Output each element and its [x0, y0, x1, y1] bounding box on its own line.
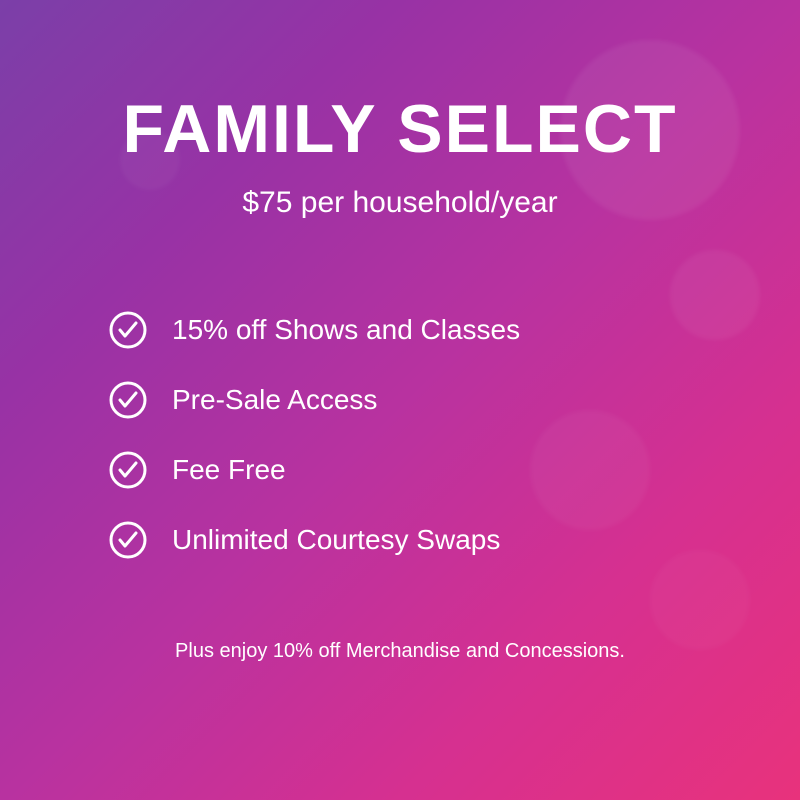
- pricing-card: FAMILY SELECT $75 per household/year 15%…: [0, 0, 800, 800]
- footer-note: Plus enjoy 10% off Merchandise and Conce…: [100, 640, 700, 663]
- check-icon: [108, 450, 148, 490]
- plan-price: $75 per household/year: [100, 186, 700, 220]
- check-icon: [108, 380, 148, 420]
- feature-list: 15% off Shows and Classes Pre-Sale Acces…: [100, 310, 700, 560]
- feature-label: 15% off Shows and Classes: [172, 314, 520, 346]
- feature-item: Fee Free: [108, 450, 700, 490]
- feature-item: 15% off Shows and Classes: [108, 310, 700, 350]
- check-icon: [108, 310, 148, 350]
- feature-label: Fee Free: [172, 454, 286, 486]
- feature-label: Pre-Sale Access: [172, 384, 377, 416]
- feature-item: Pre-Sale Access: [108, 380, 700, 420]
- check-icon: [108, 520, 148, 560]
- plan-title: FAMILY SELECT: [100, 90, 700, 168]
- feature-item: Unlimited Courtesy Swaps: [108, 520, 700, 560]
- feature-label: Unlimited Courtesy Swaps: [172, 524, 500, 556]
